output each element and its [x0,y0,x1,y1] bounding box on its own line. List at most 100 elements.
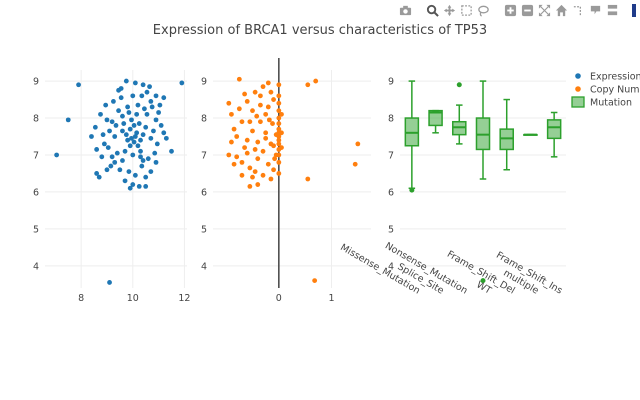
data-point [132,80,138,86]
data-point [271,143,276,149]
data-point [109,154,115,160]
zoom-in-icon[interactable] [503,3,517,17]
zoom-out-icon[interactable] [520,3,534,17]
data-point [138,137,143,143]
data-point [129,117,134,123]
data-point [231,126,237,132]
data-point [156,110,162,115]
y-tick-label: 9 [201,77,207,88]
data-point [148,99,154,104]
data-point [252,169,258,175]
data-point [107,128,112,134]
hover-compare-icon[interactable] [605,3,619,17]
data-point [276,115,282,121]
hover-closest-icon[interactable] [588,3,602,17]
data-point [247,119,253,125]
data-point [92,124,98,130]
data-point [352,161,358,167]
data-point [279,145,284,150]
data-point [138,154,143,160]
home-icon[interactable] [554,3,568,17]
data-point [179,80,185,86]
data-point [153,159,159,165]
spike-lines-icon[interactable] [571,3,585,17]
data-point [254,113,260,119]
data-point [109,119,115,125]
data-point [244,150,250,156]
subplot-mutation: 456789Missense_MutationSplice_SiteNonsen… [338,77,566,297]
data-point [250,128,255,134]
data-point [151,128,156,134]
data-point [226,100,232,106]
data-point [138,148,143,154]
box-nonsense-mutation [452,82,467,145]
lasso-icon[interactable] [476,3,490,17]
camera-icon[interactable] [398,3,412,17]
y-tick-label: 4 [201,261,207,272]
x-tick-label: 1 [328,293,334,304]
data-point [276,134,282,139]
data-point [263,130,269,136]
y-tick-label: 9 [388,77,394,88]
data-point [140,158,146,163]
y-tick-label: 4 [33,261,39,272]
data-point [258,102,263,108]
y-tick-label: 5 [33,224,39,235]
data-point [258,119,263,125]
data-point [242,91,248,97]
data-point [154,141,160,147]
data-point [127,143,133,149]
data-point [276,159,282,165]
data-point [148,169,154,175]
data-point [132,172,138,178]
data-point [122,178,128,184]
data-point [143,174,149,180]
data-point [265,104,271,110]
data-point [279,130,284,136]
data-point [276,141,282,147]
data-point [158,123,164,128]
data-point [355,141,361,147]
data-point [276,126,282,132]
data-point [113,123,119,128]
data-point [143,183,149,189]
data-point [250,108,255,114]
data-point [276,108,282,114]
data-point [99,154,105,160]
data-point [136,183,142,189]
data-point [271,167,276,173]
data-point [140,132,146,138]
data-point [279,111,284,117]
autoscale-icon[interactable] [537,3,551,17]
y-tick-label: 5 [201,224,207,235]
legend-label: Copy Number [590,85,640,96]
data-point [104,167,110,173]
data-point [305,82,311,88]
box-iqr [546,119,562,140]
data-point [260,84,266,90]
data-point [147,84,152,90]
data-point [242,145,248,150]
zoom-icon[interactable] [425,3,439,17]
data-point [89,134,94,139]
data-point [65,117,71,123]
pan-icon[interactable] [442,3,456,17]
box-select-icon[interactable] [459,3,473,17]
data-point [231,161,237,167]
data-point [153,93,159,99]
data-point [276,93,282,99]
data-point [123,132,129,138]
data-point [260,148,266,154]
y-tick-label: 7 [388,150,394,161]
data-point [121,121,127,126]
data-point [239,159,245,165]
plotly-logo-icon[interactable] [632,3,636,17]
data-point [239,172,245,178]
box-missense-mutation [404,80,420,193]
data-point [122,148,128,154]
data-point [135,143,141,149]
data-point [125,104,131,110]
data-point [239,119,245,125]
data-point [120,158,125,163]
